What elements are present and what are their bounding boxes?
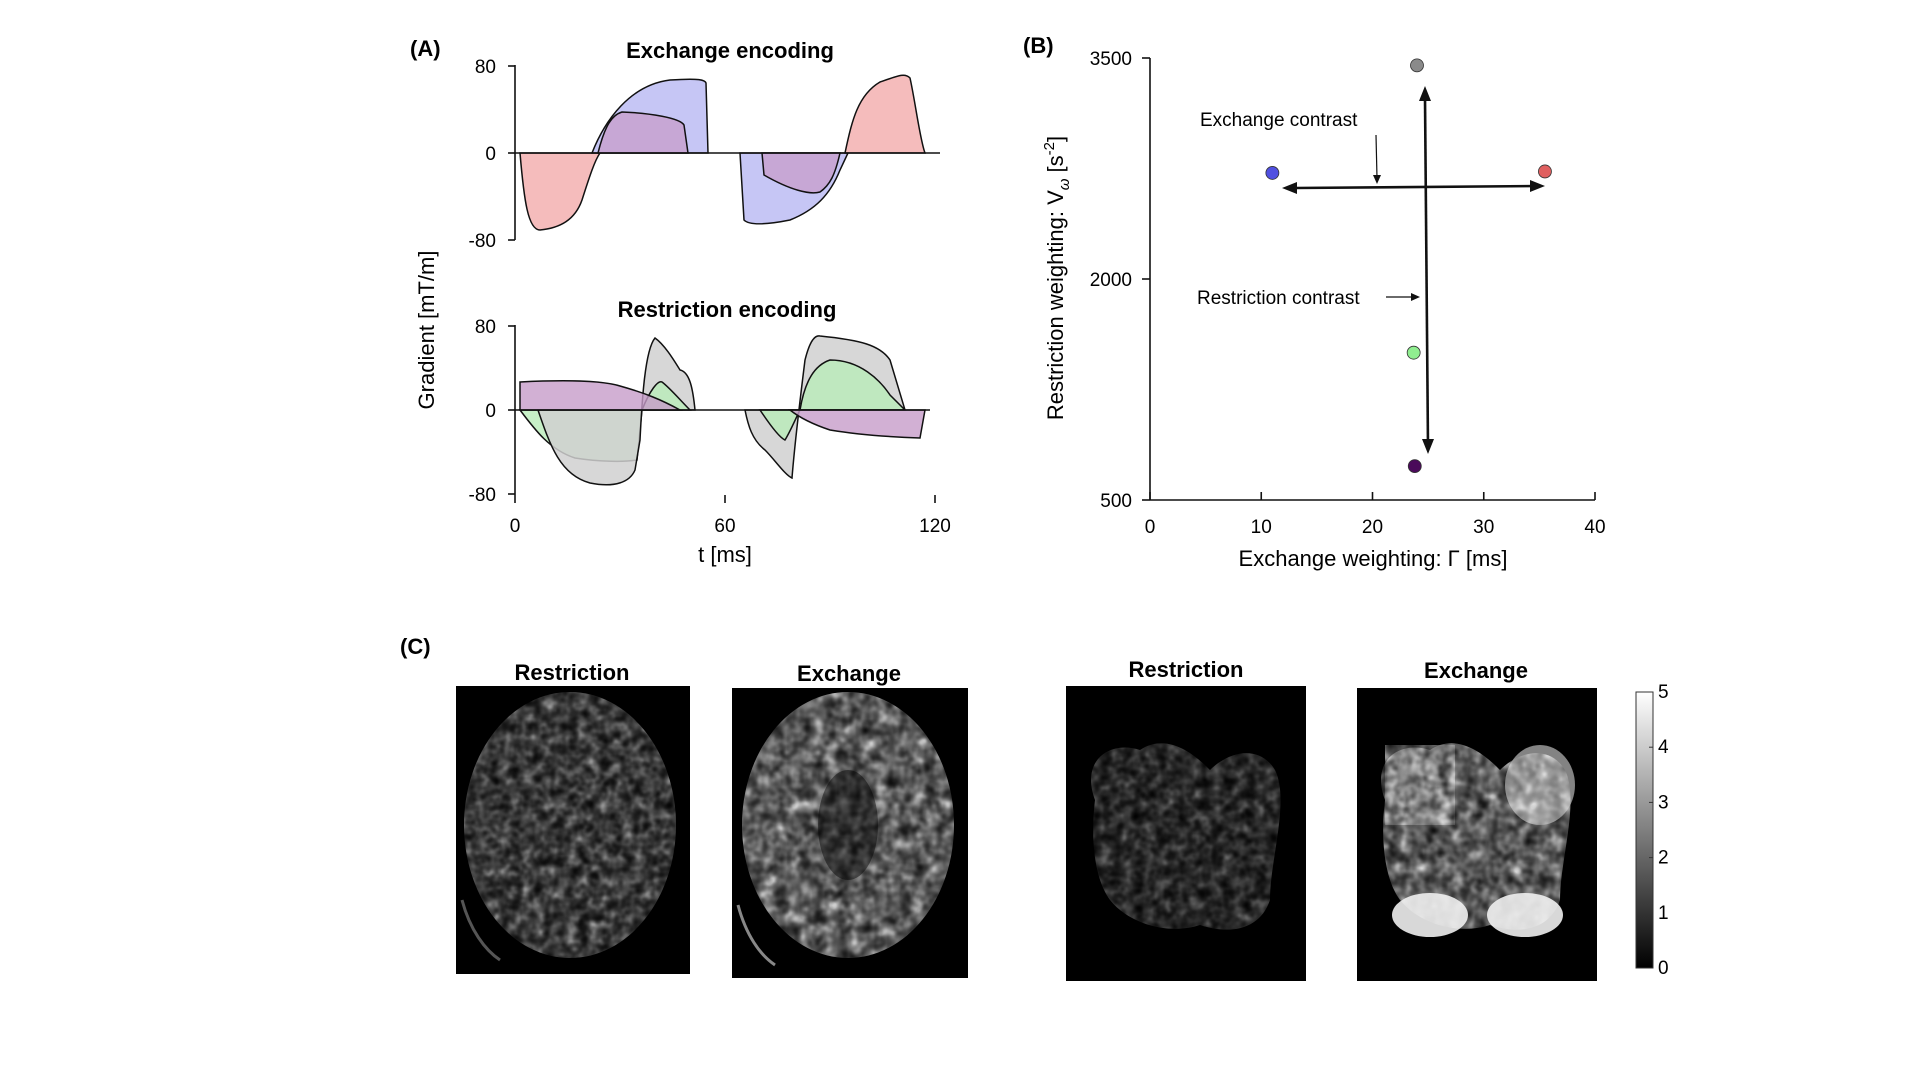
- restriction-purple-lobe-2: [787, 409, 926, 439]
- colorbar-tick-label: 2: [1658, 848, 1669, 869]
- exchange-contrast-label: Exchange contrast: [1200, 110, 1358, 131]
- restriction-ytick-neg80: -80: [469, 485, 496, 506]
- exchange-ytick-neg80: -80: [469, 231, 496, 252]
- scatter-xtick-label: 40: [1584, 517, 1605, 538]
- scatter-xtick-label: 0: [1145, 517, 1156, 538]
- panel-a-ylabel: Gradient [mT/m]: [414, 251, 439, 410]
- exchange-contrast-arrow: [1282, 180, 1545, 194]
- exchange-encoding-plot: Exchange encoding 80 0 -80: [469, 38, 940, 252]
- panel-a: (A) Gradient [mT/m] Exchange encoding 80…: [410, 36, 951, 567]
- panel-a-label: (A): [410, 36, 441, 61]
- scatter-point: [1265, 166, 1280, 180]
- image-3-brain: [1091, 743, 1281, 930]
- time-xlabel: t [ms]: [698, 542, 752, 567]
- restriction-gray-lobe-1: [536, 336, 696, 486]
- exchange-red-lobe-1: [519, 152, 602, 231]
- scatter-xtick-label: 20: [1362, 517, 1383, 538]
- image-1-title: Restriction: [515, 660, 630, 685]
- exchange-red-lobe-2: [844, 74, 927, 154]
- time-xtick-120: 120: [919, 516, 951, 537]
- colorbar-tick-label: 4: [1658, 737, 1669, 758]
- scatter-ylabel: Restriction weighting: Vω [s-2]: [1041, 136, 1073, 420]
- scatter-xlabel: Exchange weighting: Γ [ms]: [1239, 546, 1508, 571]
- restriction-encoding-plot: Restriction encoding 80 0 -80 0 60 120 t…: [469, 297, 951, 567]
- panel-c-label: (C): [400, 634, 431, 659]
- restriction-contrast-arrow: [1419, 86, 1434, 454]
- colorbar-tick-label: 3: [1658, 792, 1669, 813]
- exchange-contrast-pointer: [1375, 134, 1378, 179]
- time-xtick-0: 0: [510, 516, 521, 537]
- panel-b-label: (B): [1023, 33, 1054, 58]
- scatter-ytick-label: 500: [1100, 491, 1132, 512]
- restriction-ytick-80: 80: [475, 317, 496, 338]
- scatter-point: [1407, 459, 1422, 474]
- colorbar-tick-label: 0: [1658, 958, 1669, 979]
- image-3-title: Restriction: [1129, 657, 1244, 682]
- panel-c: (C) Restriction Exchange Restriction Exc…: [400, 634, 1669, 981]
- panel-b: (B) 0 10 20 30 40 500 2000 3500 Exchange weight…: [1023, 33, 1606, 571]
- scatter-ytick-label: 2000: [1090, 270, 1132, 291]
- exchange-ytick-80: 80: [475, 57, 496, 78]
- image-4-brain: [1381, 743, 1575, 937]
- exchange-encoding-title: Exchange encoding: [626, 38, 834, 63]
- image-2-brain: [742, 692, 954, 958]
- image-1-brain: [464, 692, 676, 958]
- restriction-encoding-title: Restriction encoding: [618, 297, 837, 322]
- exchange-purple-lobe-1: [597, 111, 689, 154]
- exchange-ytick-0: 0: [485, 144, 496, 165]
- image-4-title: Exchange: [1424, 658, 1528, 683]
- scatter-xtick-label: 30: [1473, 517, 1494, 538]
- colorbar-tick-label: 1: [1658, 903, 1669, 924]
- scatter-point: [1406, 345, 1421, 360]
- restriction-ytick-0: 0: [485, 401, 496, 422]
- restriction-purple-lobe-1: [519, 380, 683, 411]
- scatter-ytick-label: 3500: [1090, 49, 1132, 70]
- scatter-point: [1538, 164, 1552, 179]
- colorbar: [1635, 691, 1654, 969]
- scatter-xtick-label: 10: [1251, 517, 1272, 538]
- scatter-point: [1410, 58, 1424, 73]
- restriction-contrast-label: Restriction contrast: [1197, 288, 1360, 309]
- time-xtick-60: 60: [714, 516, 735, 537]
- image-2-title: Exchange: [797, 661, 901, 686]
- exchange-purple-lobe-2: [761, 152, 841, 194]
- colorbar-tick-label: 5: [1658, 682, 1669, 703]
